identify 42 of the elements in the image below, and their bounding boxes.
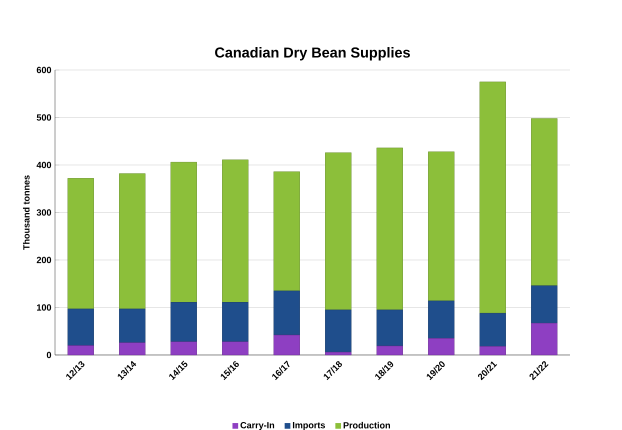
legend-label: Imports (292, 422, 325, 430)
y-tick-label: 500 (36, 114, 52, 121)
legend-label: Carry-In (240, 422, 274, 430)
y-tick-label: 200 (36, 256, 52, 264)
bar (531, 118, 558, 286)
bar (428, 300, 454, 339)
bar (222, 160, 248, 302)
bar (325, 152, 352, 310)
legend-label: Production (344, 422, 390, 428)
bar (376, 148, 403, 310)
bar (68, 178, 94, 310)
y-axis-title: Thousand tonnes (22, 175, 30, 250)
bar (68, 308, 94, 346)
bar (119, 342, 146, 356)
bar (480, 312, 506, 347)
y-tick-label: 0 (46, 352, 52, 358)
bar (480, 82, 506, 314)
bar (531, 322, 558, 356)
bar (68, 345, 94, 356)
chart-title: Canadian Dry Bean Supplies (215, 47, 410, 60)
bar (119, 173, 146, 310)
bar (222, 302, 248, 342)
bar (170, 162, 197, 302)
bar (480, 346, 506, 356)
bar (274, 334, 300, 356)
bar (325, 310, 352, 352)
bar (531, 285, 558, 324)
bar (428, 151, 454, 302)
bar (376, 310, 403, 346)
y-tick-label: 300 (36, 209, 52, 216)
bar (170, 341, 197, 356)
bar (325, 352, 352, 356)
bar (428, 338, 454, 356)
y-tick-label: 600 (36, 66, 52, 74)
bar (274, 290, 300, 336)
bar (222, 341, 248, 356)
bar (119, 308, 146, 343)
bar (170, 302, 197, 342)
bar (376, 346, 403, 356)
y-tick-label: 100 (37, 304, 52, 311)
bar (274, 171, 300, 292)
y-tick-label: 400 (36, 162, 52, 168)
